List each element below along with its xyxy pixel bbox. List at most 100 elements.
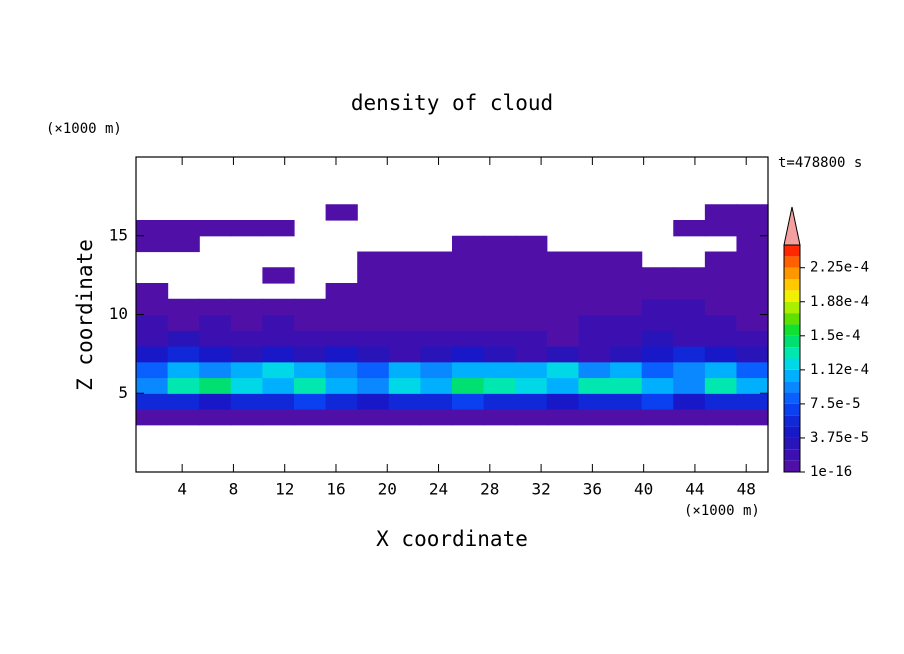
contour-cell — [704, 220, 738, 237]
colorbar-band — [784, 403, 800, 416]
contour-cell — [357, 267, 390, 284]
contour-cell — [388, 377, 421, 394]
contour-cell — [357, 314, 390, 331]
contour-cell — [452, 235, 485, 253]
contour-cell — [610, 283, 643, 300]
colorbar-band — [784, 460, 800, 472]
contour-cell — [704, 314, 738, 331]
contour-cell — [452, 409, 485, 426]
contour-cell — [294, 377, 327, 394]
contour-cell — [357, 330, 390, 347]
contour-cell — [610, 330, 643, 347]
contour-cell — [420, 409, 453, 426]
contour-cell — [199, 330, 232, 347]
contour-cell — [357, 377, 390, 394]
contour-cell — [610, 314, 643, 331]
colorbar-band — [784, 256, 800, 268]
contour-cell — [515, 283, 548, 300]
contour-cell — [136, 298, 169, 316]
contour-cell — [673, 409, 706, 426]
contour-cell — [641, 314, 674, 331]
colorbar-tick-label: 1.88e-4 — [810, 294, 869, 310]
contour-cell — [262, 314, 295, 331]
contour-cell — [199, 409, 232, 426]
contour-cell — [515, 314, 548, 331]
contour-cell — [515, 298, 548, 316]
contour-cell — [167, 220, 200, 237]
contour-cell — [167, 235, 200, 253]
contour-cell — [388, 330, 421, 347]
contour-cell — [704, 298, 738, 316]
x-axis-title: X coordinate — [376, 527, 528, 551]
contour-cell — [736, 283, 769, 300]
contour-cell — [736, 377, 769, 394]
contour-cell — [167, 377, 200, 394]
contour-cell — [578, 393, 611, 410]
contour-cell — [578, 361, 611, 379]
contour-cell — [294, 409, 327, 426]
colorbar-tick-label: 1e-16 — [810, 464, 852, 480]
contour-cell — [483, 298, 516, 316]
x-tick-label: 12 — [275, 480, 294, 499]
contour-cell — [704, 393, 738, 410]
colorbar-band — [784, 415, 800, 427]
contour-cell — [325, 330, 358, 347]
contour-cell — [578, 251, 611, 268]
contour-cell — [167, 409, 200, 426]
contour-cell — [325, 298, 358, 316]
contour-cell — [452, 314, 485, 331]
contour-cell — [230, 361, 263, 379]
contour-cell — [452, 267, 485, 284]
x-tick-label: 4 — [177, 480, 187, 499]
contour-cell — [546, 377, 580, 394]
contour-cell — [704, 346, 738, 363]
contour-cell — [452, 361, 485, 379]
contour-cell — [136, 361, 169, 379]
contour-cell — [136, 283, 169, 300]
contour-cell — [199, 298, 232, 316]
contour-cell — [230, 377, 263, 394]
contour-cell — [483, 409, 516, 426]
contour-cell — [136, 393, 169, 410]
contour-cell — [325, 377, 358, 394]
contour-cell — [136, 377, 169, 394]
contour-cell — [420, 314, 453, 331]
contour-cell — [704, 361, 738, 379]
contour-cell — [610, 267, 643, 284]
contour-cell — [452, 251, 485, 268]
contour-cell — [546, 409, 580, 426]
colorbar-band — [784, 392, 800, 404]
contour-cell — [641, 409, 674, 426]
y-axis-title: Z coordinate — [73, 239, 97, 391]
time-label: t=478800 s — [778, 155, 862, 171]
contour-cell — [483, 251, 516, 268]
colorbar-band — [784, 369, 800, 382]
contour-cell — [704, 204, 738, 221]
colorbar-band — [784, 324, 800, 336]
contour-cell — [673, 330, 706, 347]
contour-cell — [294, 393, 327, 410]
contour-cell — [736, 204, 769, 221]
contour-cell — [388, 409, 421, 426]
contour-cell — [673, 377, 706, 394]
y-unit: (×1000 m) — [46, 121, 122, 137]
contour-cell — [515, 361, 548, 379]
contour-cell — [294, 298, 327, 316]
contour-cell — [610, 346, 643, 363]
contour-cell — [483, 283, 516, 300]
contour-cell — [230, 220, 263, 237]
contour-cell — [167, 298, 200, 316]
contour-cell — [515, 377, 548, 394]
x-tick-label: 48 — [737, 480, 756, 499]
axes: 4 8 12 16 20 24 28 32 36 40 44 48510151e-163.75e-57… — [109, 156, 869, 499]
contour-cell — [546, 393, 580, 410]
contour-cell — [262, 409, 295, 426]
colorbar-band — [784, 290, 800, 302]
contour-cell — [578, 283, 611, 300]
contour-cell — [736, 267, 769, 284]
contour-cell — [262, 393, 295, 410]
contour-cell — [452, 283, 485, 300]
contour-cell — [388, 361, 421, 379]
contour-cell — [420, 298, 453, 316]
contour-cell — [515, 251, 548, 268]
